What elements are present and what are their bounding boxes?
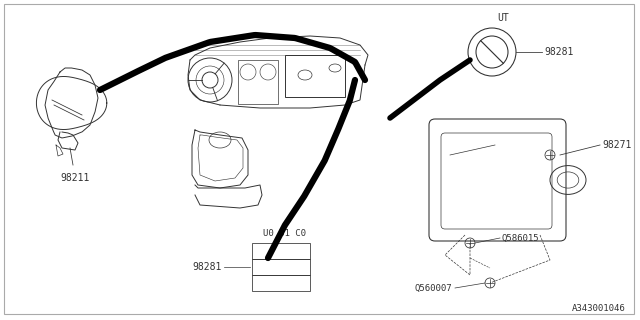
Text: U0 U1 C0: U0 U1 C0 bbox=[263, 229, 306, 238]
Bar bbox=[252, 259, 310, 275]
Text: A343001046: A343001046 bbox=[572, 304, 626, 313]
Text: Q560007: Q560007 bbox=[414, 284, 452, 292]
Text: UT: UT bbox=[497, 13, 509, 23]
Text: 98281: 98281 bbox=[544, 47, 573, 57]
Text: Q586015: Q586015 bbox=[502, 234, 540, 243]
Bar bbox=[238, 60, 278, 104]
Text: 98281: 98281 bbox=[193, 262, 222, 272]
Bar bbox=[252, 275, 310, 291]
Text: 98211: 98211 bbox=[60, 173, 90, 183]
Text: 98271: 98271 bbox=[602, 140, 632, 150]
Bar bbox=[285, 55, 345, 97]
Bar bbox=[252, 243, 310, 259]
